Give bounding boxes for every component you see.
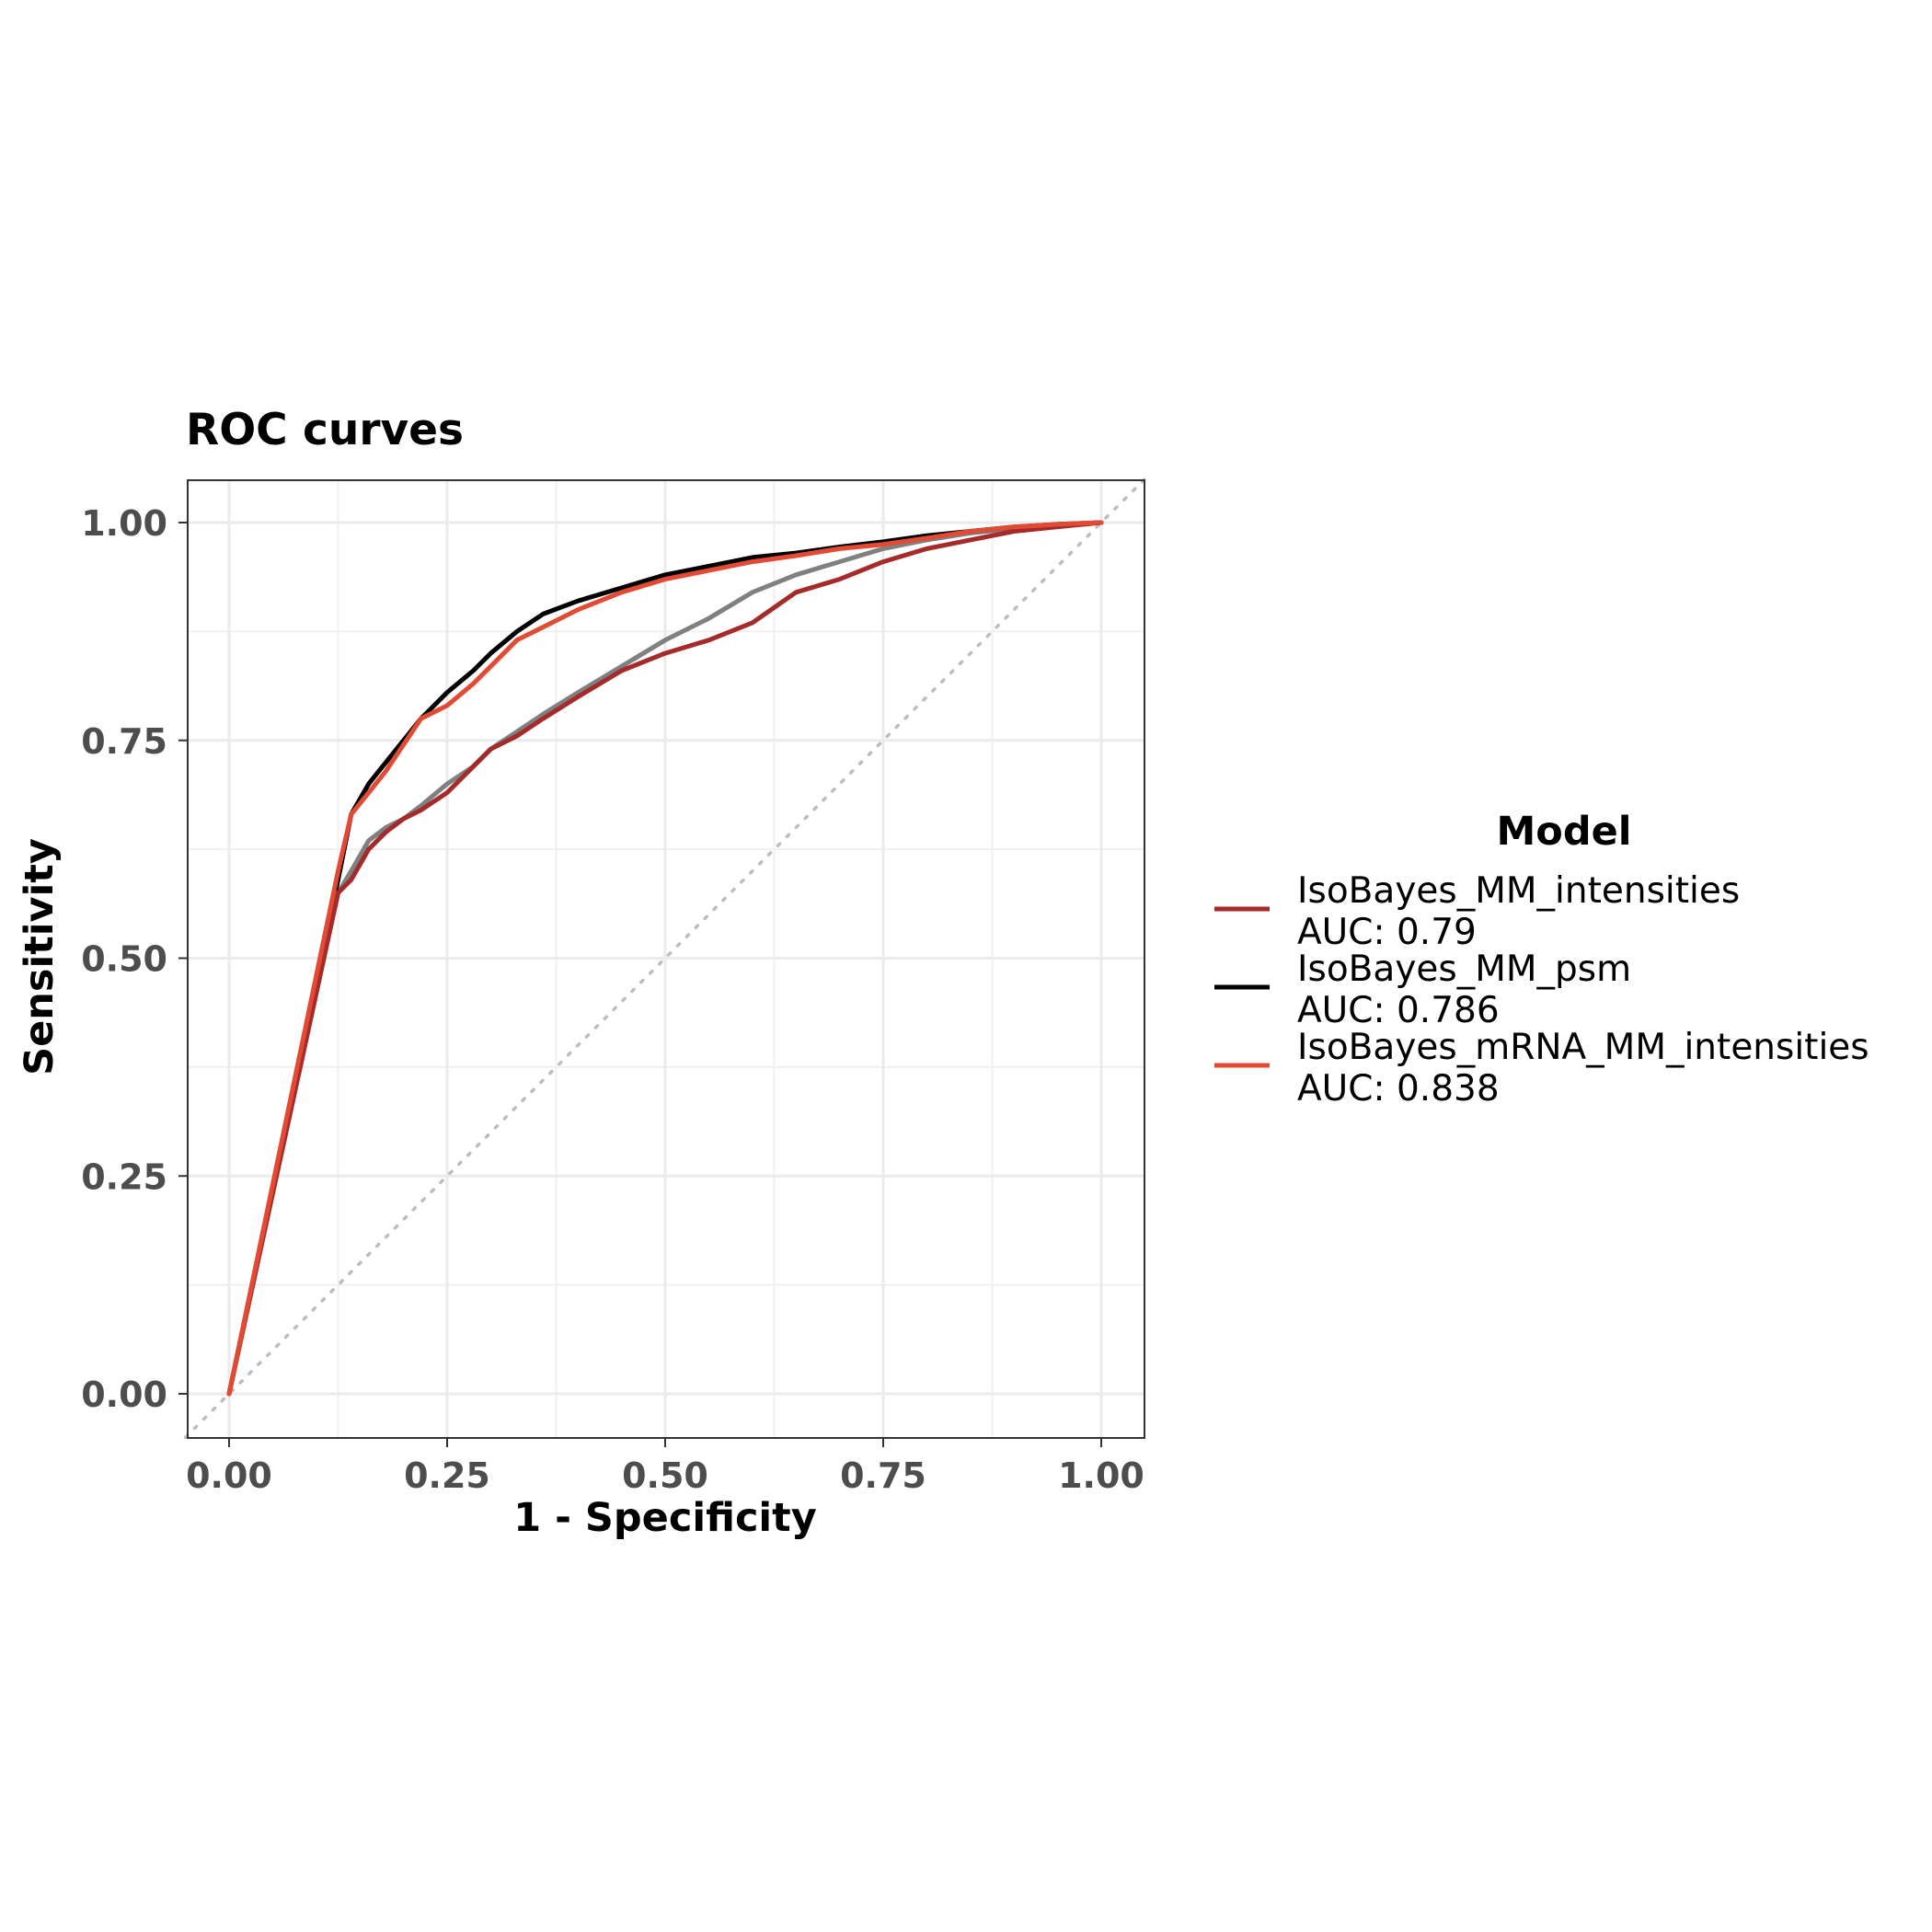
- grid-major: [188, 480, 1144, 1438]
- roc-line-isobayes-mm-intensities: [226, 520, 1104, 1397]
- x-tick-label: 0.00: [186, 1455, 272, 1496]
- chart-title: ROC curves: [186, 405, 464, 455]
- y-tick-label: 1.00: [81, 503, 167, 544]
- x-tick-label: 0.25: [404, 1455, 490, 1496]
- roc-line-isobayes-mrna-mm-intensities: [226, 520, 1104, 1397]
- x-axis: 0.00 0.25 0.50 0.75 1.00: [186, 1438, 1144, 1496]
- y-tick-label: 0.00: [81, 1374, 167, 1415]
- legend-auc: AUC: 0.838: [1297, 1068, 1500, 1110]
- roc-line-isobayes-mm-psm: [226, 520, 1104, 1397]
- legend-label: IsoBayes_mRNA_MM_intensities: [1297, 1027, 1869, 1068]
- legend-title: Model: [1496, 809, 1631, 855]
- y-tick-label: 0.25: [81, 1156, 167, 1197]
- series-layer: [226, 520, 1104, 1397]
- x-tick-label: 1.00: [1058, 1455, 1144, 1496]
- x-axis-title: 1 - Specificity: [513, 1495, 817, 1541]
- y-tick-label: 0.75: [81, 721, 167, 762]
- x-tick-label: 0.50: [622, 1455, 708, 1496]
- legend-label: IsoBayes_MM_psm: [1297, 949, 1631, 990]
- y-axis-title: Sensitivity: [17, 838, 63, 1075]
- legend-label: IsoBayes_MM_intensities: [1297, 870, 1740, 912]
- legend-auc: AUC: 0.79: [1297, 912, 1477, 953]
- x-tick-label: 0.75: [840, 1455, 926, 1496]
- y-tick-label: 0.50: [81, 939, 167, 980]
- y-axis: 0.00 0.25 0.50 0.75 1.00: [81, 503, 188, 1415]
- legend-auc: AUC: 0.786: [1297, 990, 1500, 1031]
